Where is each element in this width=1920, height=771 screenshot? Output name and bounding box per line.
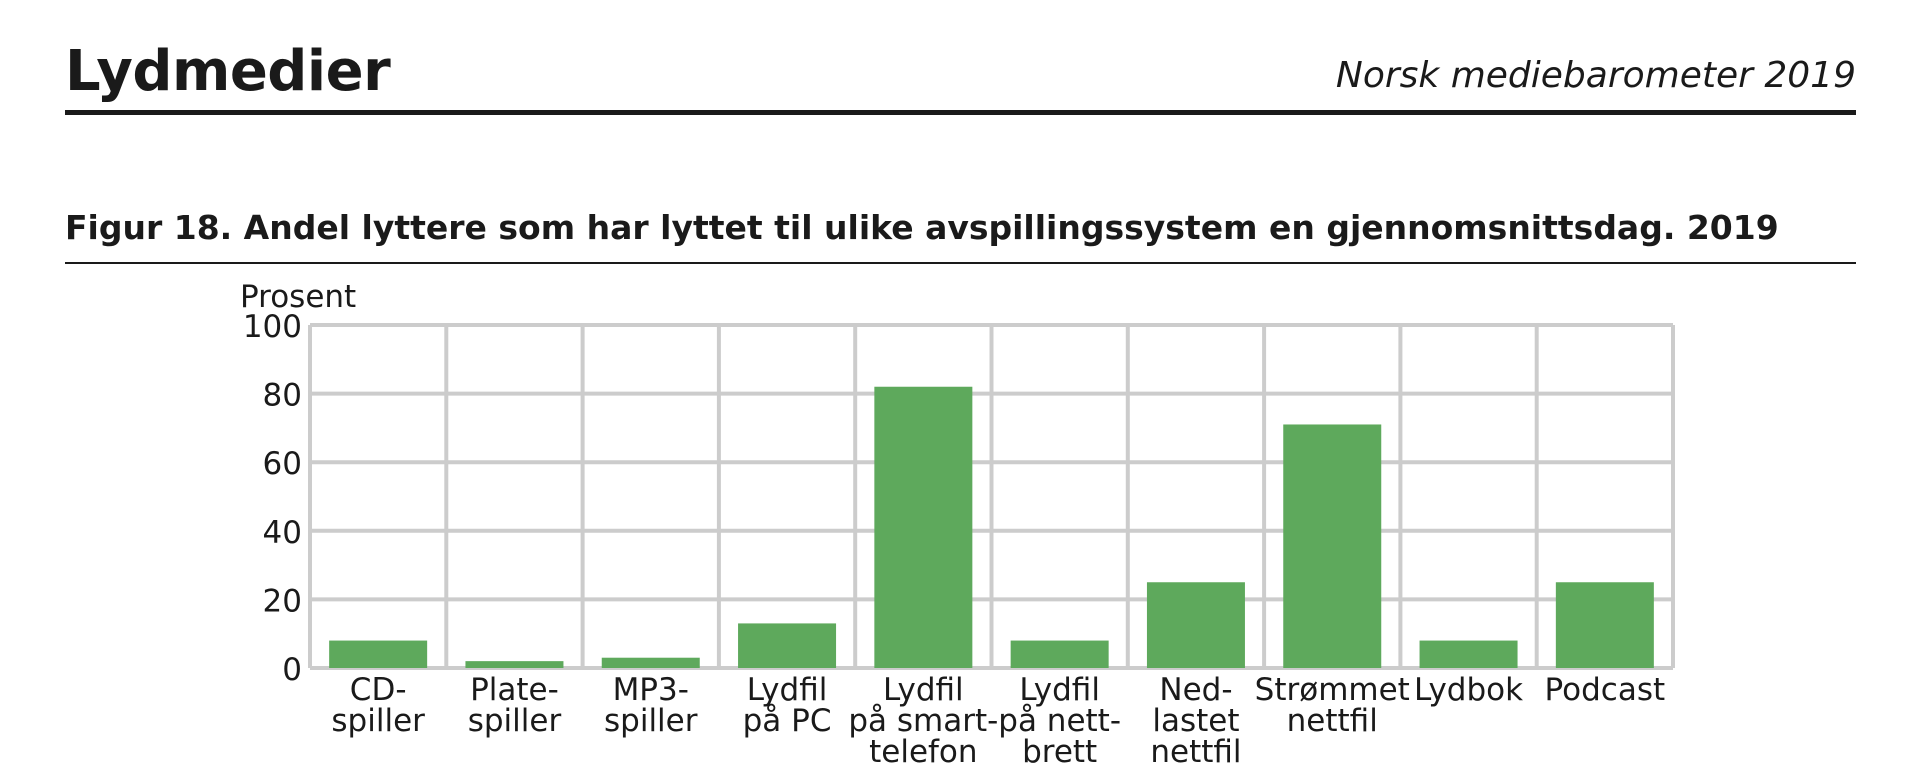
header-rule (65, 110, 1856, 115)
x-tick-label: Lydfil på PC (743, 672, 832, 739)
x-tick-label: Podcast (1545, 672, 1666, 708)
x-tick-label-line: Plate- (470, 672, 559, 708)
x-tick-label-line: telefon (869, 734, 977, 770)
x-tick-label-line: spiller (604, 703, 698, 739)
y-tick-label: 20 (263, 583, 302, 619)
x-tick-label-line: Lydfil (747, 672, 828, 708)
y-tick-label: 80 (263, 378, 302, 414)
bar (601, 657, 700, 668)
figure-title-rule (65, 262, 1856, 264)
x-tick-label-line: Lydfil (883, 672, 964, 708)
x-tick-label: Lydbok (1414, 672, 1523, 708)
x-tick-label-line: lastet (1152, 703, 1239, 739)
x-tick-label-line: CD- (350, 672, 407, 708)
bar (1146, 582, 1245, 668)
x-tick-label: Ned-lastet nettfil (1150, 672, 1241, 770)
bar (1010, 640, 1109, 668)
x-tick-label-line: nettfil (1287, 703, 1378, 739)
figure-title: Figur 18. Andel lyttere som har lyttet t… (65, 208, 1779, 247)
x-tick-label: CD-spiller (331, 672, 425, 739)
bar (1419, 640, 1518, 668)
x-tick-label-line: nettfil (1150, 734, 1241, 770)
y-tick-label: 0 (282, 652, 302, 688)
x-tick-label: Lydfil på smart-telefon (848, 672, 998, 770)
y-tick-label: 40 (263, 515, 302, 551)
x-tick-label-line: spiller (468, 703, 562, 739)
bar (329, 640, 428, 668)
x-tick-label-line: spiller (331, 703, 425, 739)
x-tick-label-line: MP3- (613, 672, 689, 708)
bar (874, 386, 973, 668)
x-tick-label-line: Podcast (1545, 672, 1666, 708)
y-tick-label: 60 (263, 446, 302, 482)
x-tick-label-line: Lydfil (1019, 672, 1100, 708)
section-title: Lydmedier (65, 39, 391, 104)
bar (465, 661, 564, 668)
x-tick-label: Strømmet nettfil (1255, 672, 1410, 739)
x-tick-label-line: på smart- (848, 703, 998, 739)
document-title: Norsk mediebarometer 2019 (1335, 55, 1856, 96)
x-tick-label: Lydfil på nett-brett (998, 672, 1121, 770)
x-tick-label-line: på PC (743, 703, 832, 739)
x-tick-label-line: Ned- (1159, 672, 1232, 708)
x-tick-label-line: brett (1022, 734, 1097, 770)
x-tick-label-line: Lydbok (1414, 672, 1523, 708)
y-tick-label: 100 (243, 309, 302, 345)
x-tick-label-line: Strømmet (1255, 672, 1410, 708)
bar (738, 623, 837, 668)
bar (1283, 424, 1382, 668)
x-tick-label: Plate-spiller (468, 672, 562, 739)
y-axis-label: Prosent (240, 279, 356, 315)
x-tick-label-line: på nett- (998, 703, 1121, 739)
bar (1555, 582, 1654, 668)
x-tick-label: MP3-spiller (604, 672, 698, 739)
